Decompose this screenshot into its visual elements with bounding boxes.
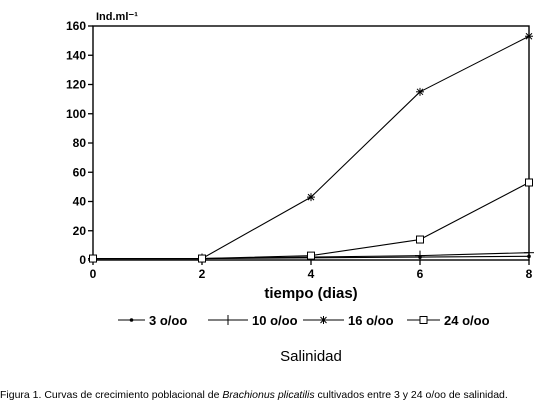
- y-tick-label-2: 40: [73, 195, 87, 209]
- y-tick-label-7: 140: [66, 48, 86, 62]
- series-16-point-2: [307, 193, 315, 202]
- series-24-point-0: [89, 254, 97, 263]
- series-24-point-3: [416, 235, 424, 244]
- y-tick-label-5: 100: [66, 107, 86, 121]
- x-tick-label-4: 8: [526, 267, 533, 281]
- legend-title: Salinidad: [280, 348, 342, 365]
- series-line-16: [93, 35, 530, 260]
- legend-item-16: 16 o/oo: [303, 313, 394, 328]
- legend-item-10: 10 o/oo: [208, 313, 298, 328]
- x-tick-label-1: 2: [199, 267, 206, 281]
- y-tick-label-8: 160: [66, 19, 86, 33]
- x-axis-title: tiempo (dias): [264, 285, 357, 302]
- caption-species: Brachionus plicatilis: [222, 389, 315, 401]
- figure-caption: Figura 1. Curvas de crecimiento poblacio…: [0, 389, 543, 401]
- y-tick-label-0: 0: [79, 253, 86, 267]
- legend-label-24: 24 o/oo: [444, 313, 490, 328]
- legend-label-16: 16 o/oo: [348, 313, 394, 328]
- legend-marker-16: [319, 316, 328, 324]
- series-16-point-4: [525, 32, 533, 41]
- x-tick-label-3: 6: [417, 267, 424, 281]
- data-series: [88, 32, 534, 264]
- legend-marker-3: [129, 318, 134, 322]
- y-tick-label-4: 80: [73, 136, 87, 150]
- legend: 3 o/oo 10 o/oo 16 o/oo 24 o/oo: [118, 313, 490, 328]
- legend-marker-24: [419, 316, 428, 324]
- x-tick-label-2: 4: [308, 267, 315, 281]
- legend-item-24: 24 o/oo: [407, 313, 490, 328]
- y-tick-label-3: 60: [73, 165, 87, 179]
- caption-suffix: cultivados entre 3 y 24 o/oo de salinida…: [314, 389, 508, 401]
- legend-label-10: 10 o/oo: [252, 313, 298, 328]
- series-24-point-2: [307, 251, 315, 260]
- unit-label-background: [94, 9, 148, 25]
- x-axis: 0 2 4 6 8: [90, 260, 533, 281]
- y-tick-label-6: 120: [66, 78, 86, 92]
- x-tick-label-0: 0: [90, 267, 97, 281]
- legend-item-3: 3 o/oo: [118, 313, 187, 328]
- caption-prefix: Figura 1. Curvas de crecimiento poblacio…: [0, 389, 223, 401]
- y-tick-label-1: 20: [73, 224, 87, 238]
- y-axis: 0 20 40 60 80 100 120 140 160: [66, 19, 93, 267]
- y-unit-label: Ind.ml⁻¹: [96, 11, 138, 23]
- series-10-point-3: [415, 250, 425, 261]
- series-10-point-4: [524, 247, 534, 258]
- legend-label-3: 3 o/oo: [149, 313, 187, 328]
- series-24-point-4: [525, 178, 533, 187]
- series-16-point-3: [416, 87, 424, 96]
- legend-marker-10: [223, 315, 233, 325]
- plot-frame: [92, 25, 530, 261]
- series-24-point-1: [198, 254, 206, 263]
